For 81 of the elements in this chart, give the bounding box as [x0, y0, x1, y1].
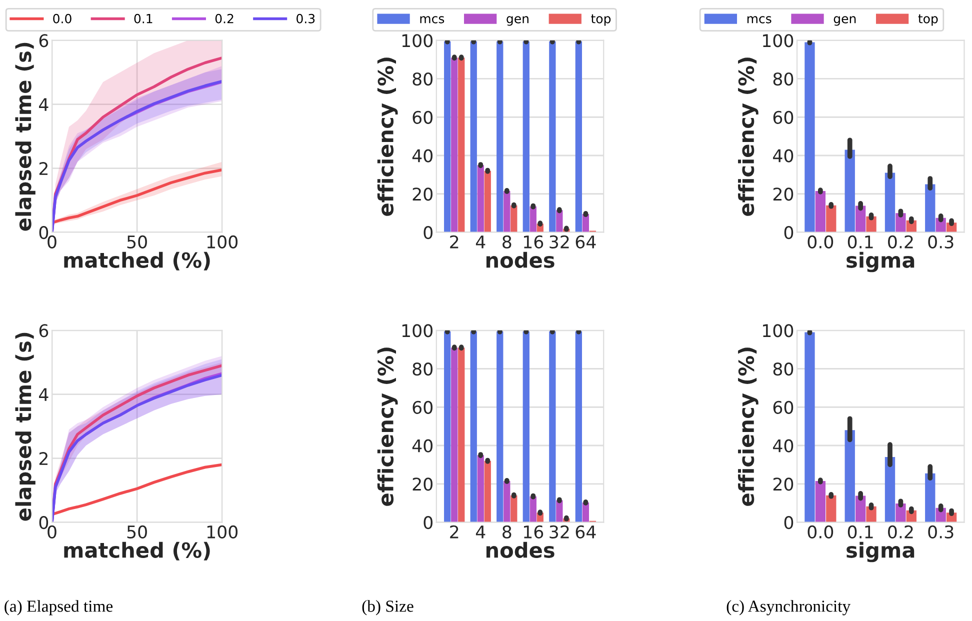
- y-tick-label: 0: [784, 516, 794, 530]
- legend-label: mcs: [420, 16, 444, 24]
- y-tick-label: 80: [773, 362, 794, 376]
- y-tick-label: 0: [39, 516, 48, 530]
- x-axis-title: matched (%): [64, 542, 210, 560]
- y-tick-label: 2: [39, 162, 48, 175]
- x-tick-label: 8: [502, 235, 512, 248]
- x-axis-title: nodes: [486, 542, 554, 558]
- text: (a) Elapsed time: [4, 600, 113, 616]
- x-axis-title: sigma: [846, 252, 914, 272]
- x-tick-label: 0.2: [888, 235, 913, 248]
- x-tick-label: 0.1: [848, 235, 873, 248]
- x-tick-label: 0.3: [928, 235, 954, 248]
- legend-label: 0.1: [134, 14, 152, 24]
- y-axis-title: elapsed time (s): [15, 42, 36, 231]
- text: (c) Asynchronicity: [726, 600, 851, 616]
- y-tick-label: 80: [773, 72, 794, 86]
- legend-label: top: [918, 14, 938, 26]
- x-tick-label: 50: [127, 235, 147, 248]
- y-axis-title: efficiency (%): [738, 348, 758, 506]
- legend-label: 0.3: [296, 14, 315, 24]
- x-tick-label: 2: [450, 235, 458, 248]
- y-tick-label: 0: [424, 226, 432, 240]
- legend-label: mcs: [747, 16, 772, 24]
- text: (b) Size: [362, 600, 414, 616]
- y-tick-label: 80: [412, 72, 432, 86]
- y-tick-label: 40: [412, 439, 432, 452]
- y-tick-label: 100: [763, 34, 794, 48]
- y-tick-label: 4: [39, 98, 48, 111]
- y-axis-title: elapsed time (s): [15, 332, 36, 521]
- legend-label: gen: [506, 16, 528, 26]
- x-tick-label: 50: [127, 525, 147, 538]
- y-tick-label: 60: [412, 110, 432, 124]
- y-axis-title: efficiency (%): [738, 58, 758, 216]
- y-tick-label: 4: [39, 388, 48, 401]
- x-tick-label: 0.2: [888, 525, 913, 538]
- y-tick-label: 0: [39, 226, 48, 240]
- y-tick-label: 0: [784, 226, 794, 240]
- x-axis-title: matched (%): [64, 252, 210, 270]
- y-tick-label: 60: [412, 400, 432, 414]
- y-tick-label: 60: [773, 110, 794, 124]
- x-tick-label: 32: [550, 235, 569, 248]
- x-tick-label: 64: [576, 235, 596, 248]
- y-tick-label: 6: [39, 34, 48, 48]
- y-tick-label: 100: [402, 34, 432, 48]
- y-tick-label: 80: [412, 362, 432, 376]
- y-tick-label: 0: [424, 516, 432, 530]
- x-tick-label: 16: [524, 235, 544, 248]
- y-axis-title: efficiency (%): [377, 348, 398, 506]
- y-tick-label: 100: [763, 324, 794, 338]
- x-tick-label: 4: [476, 526, 486, 538]
- y-tick-label: 40: [773, 149, 794, 162]
- legend-label: 0.0: [53, 14, 72, 24]
- x-tick-label: 64: [576, 525, 596, 538]
- legend-label: gen: [834, 16, 856, 26]
- x-axis-title: sigma: [846, 542, 914, 562]
- y-tick-label: 20: [773, 188, 794, 201]
- y-tick-label: 20: [773, 478, 794, 491]
- y-tick-label: 40: [412, 149, 432, 162]
- y-axis-title: efficiency (%): [377, 58, 398, 216]
- x-tick-label: 100: [207, 525, 238, 538]
- x-tick-label: 32: [550, 525, 569, 538]
- x-tick-label: 0.0: [808, 235, 834, 248]
- y-tick-label: 40: [773, 439, 794, 452]
- x-tick-label: 8: [502, 525, 512, 538]
- x-tick-label: 100: [207, 235, 238, 248]
- x-tick-label: 0.3: [928, 525, 954, 538]
- x-tick-label: 2: [450, 525, 458, 538]
- y-tick-label: 100: [402, 324, 432, 338]
- y-tick-label: 2: [39, 452, 48, 465]
- x-tick-label: 0.0: [808, 525, 834, 538]
- x-axis-title: nodes: [486, 252, 554, 268]
- x-tick-label: 0.1: [848, 525, 873, 538]
- y-tick-label: 20: [412, 478, 432, 491]
- y-tick-label: 60: [773, 400, 794, 414]
- legend-label: top: [591, 14, 611, 26]
- legend-label: 0.2: [215, 14, 234, 24]
- x-tick-label: 16: [524, 525, 544, 538]
- y-tick-label: 20: [412, 188, 432, 201]
- x-tick-label: 4: [476, 236, 486, 248]
- y-tick-label: 6: [39, 324, 48, 338]
